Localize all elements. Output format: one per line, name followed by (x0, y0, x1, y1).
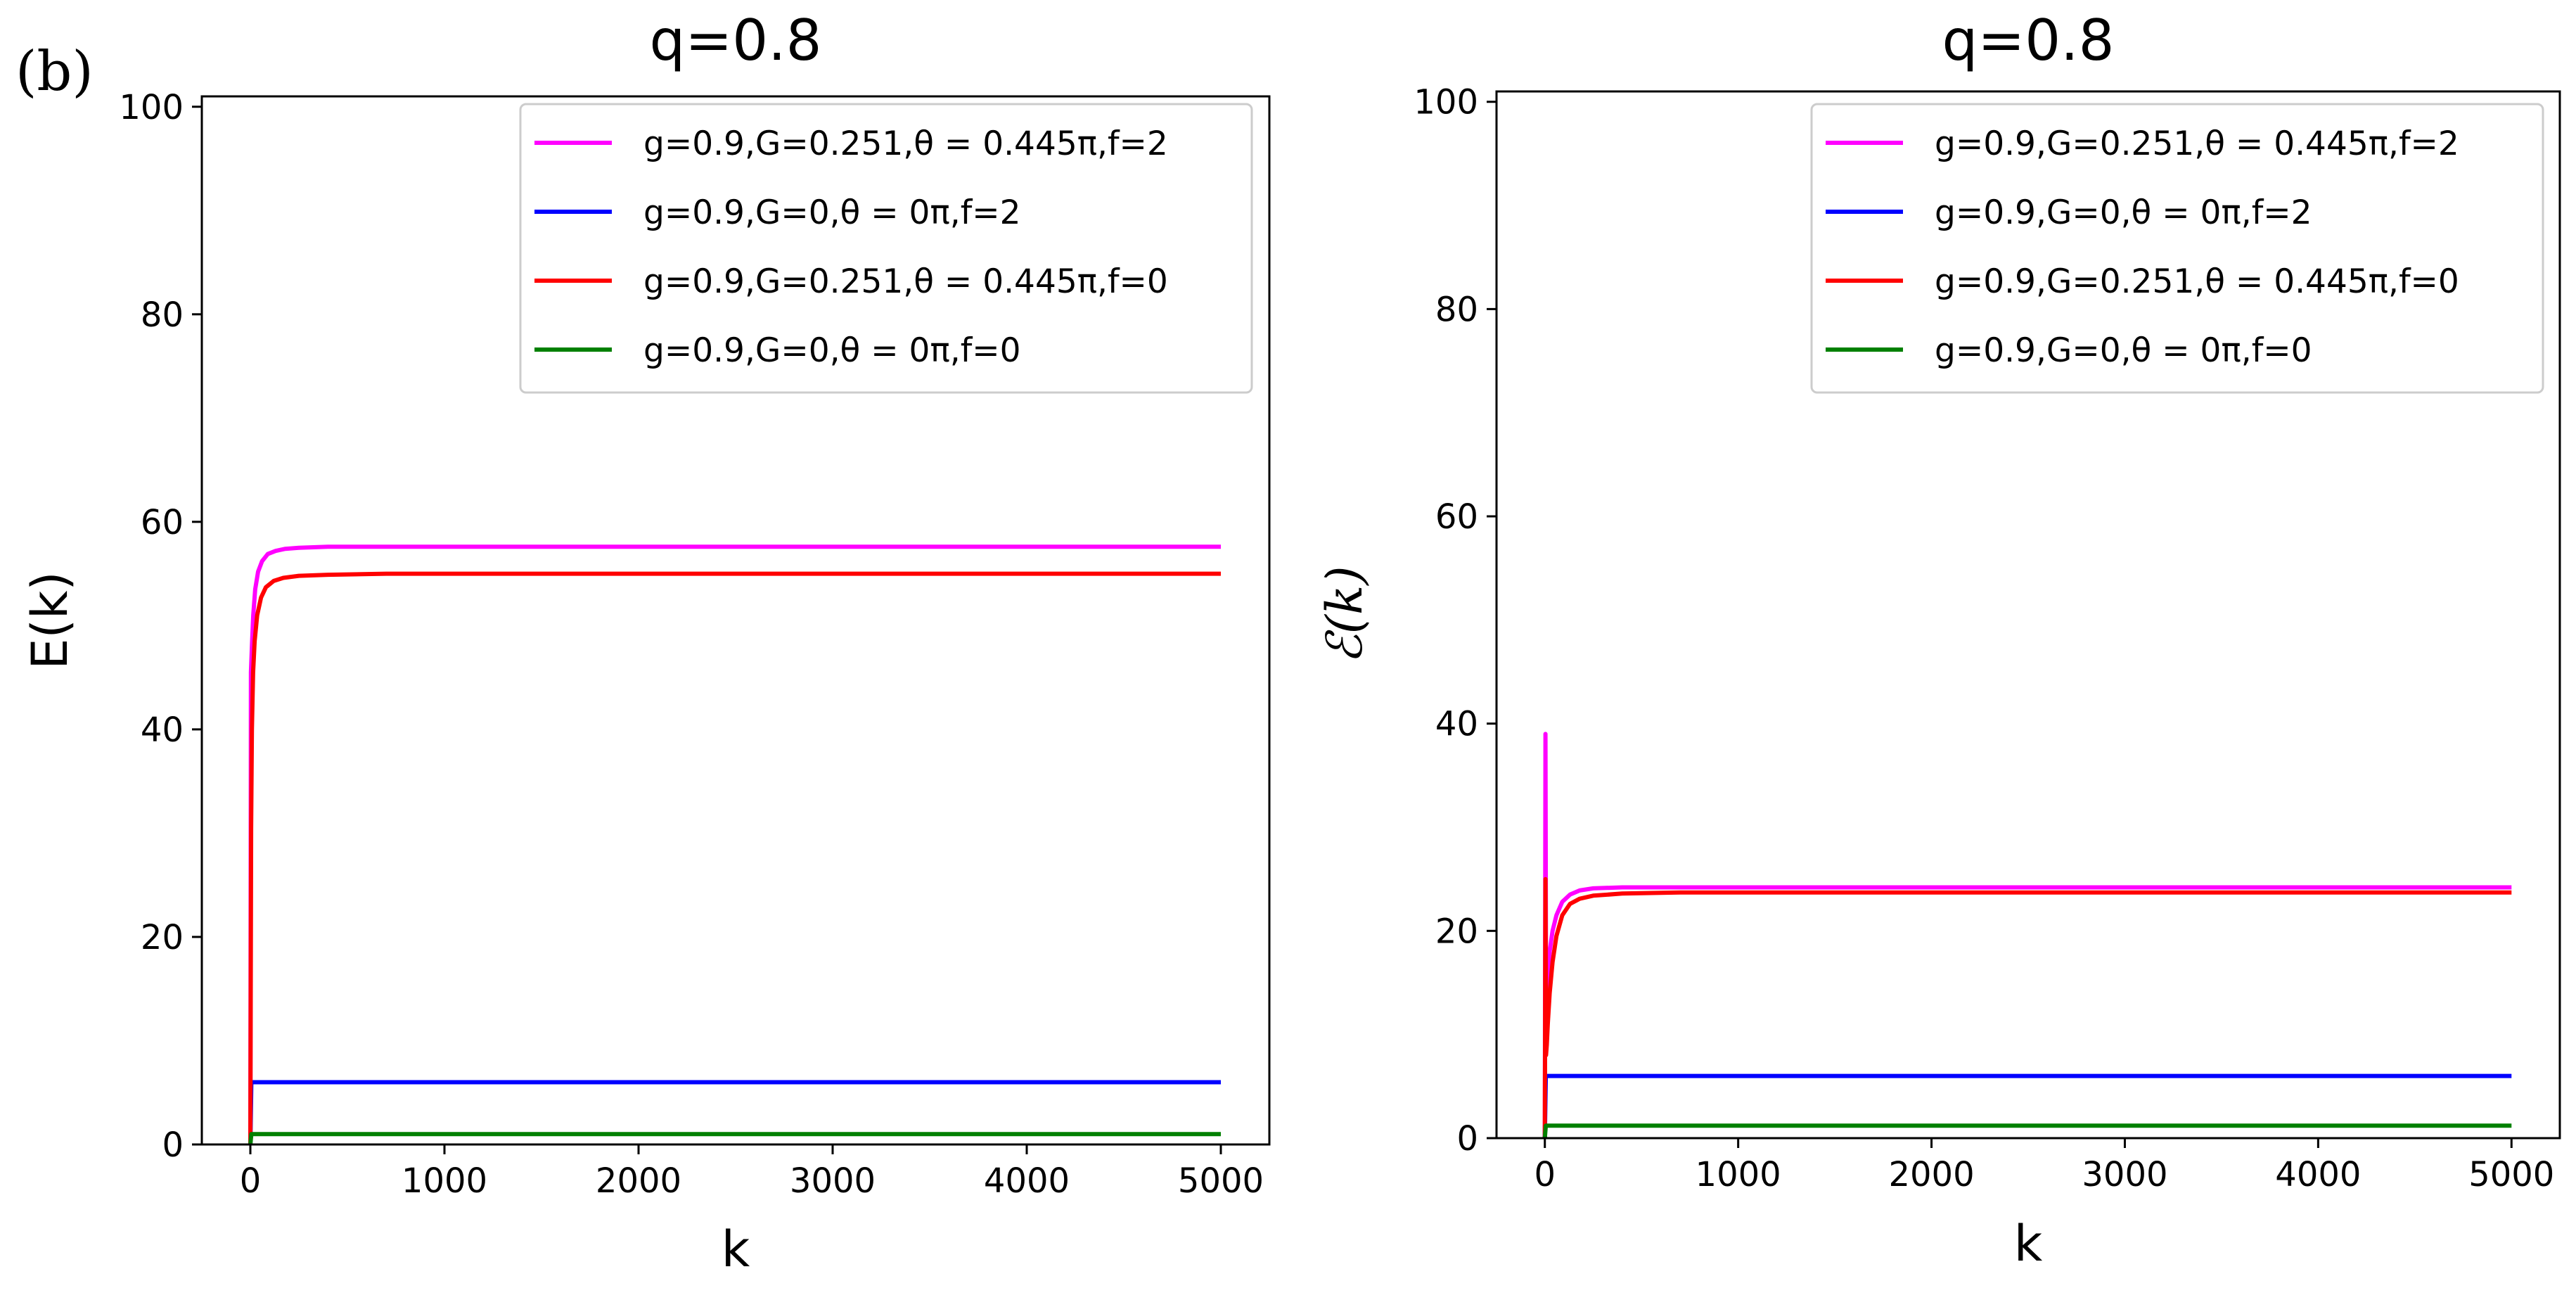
left-legend-label-3: g=0.9,G=0.251,θ = 0.445π,f=0 (643, 262, 1168, 301)
left-x-tick-label: 3000 (790, 1161, 876, 1201)
left-axes-frame (200, 95, 1271, 1146)
left-series-line-1 (248, 544, 1221, 1144)
left-y-tick-label: 80 (141, 295, 184, 335)
left-x-tick-label: 1000 (402, 1161, 487, 1201)
left-legend-label-1: g=0.9,G=0.251,θ = 0.445π,f=2 (643, 125, 1168, 163)
right-x-tick-label: 4000 (2275, 1155, 2361, 1194)
right-legend-label-4: g=0.9,G=0,θ = 0π,f=0 (1935, 331, 2312, 370)
left-x-tick-label: 0 (240, 1161, 262, 1201)
right-y-tick-label: 100 (1414, 83, 1478, 122)
right-x-tick-label: 1000 (1696, 1155, 1781, 1194)
left-series-line-4 (248, 1132, 1221, 1144)
right-chart-title: q=0.8 (1942, 8, 2114, 73)
right-x-axis-label: k (2014, 1215, 2043, 1272)
left-chart-title: q=0.8 (649, 8, 821, 73)
left-y-tick-label: 60 (141, 503, 184, 542)
left-x-tick-label: 2000 (596, 1161, 681, 1201)
right-axes-frame (1495, 90, 2561, 1140)
left-y-tick-label: 40 (141, 710, 184, 750)
left-y-axis-label: E(k) (21, 571, 79, 669)
right-series-line-4 (1542, 1123, 2512, 1138)
right-legend-label-1: g=0.9,G=0.251,θ = 0.445π,f=2 (1935, 125, 2459, 163)
left-x-tick-label: 5000 (1178, 1161, 1264, 1201)
chart-left: 0 1000 2000 3000 4000 5000 0 20 40 60 80 100 q=0.8 k E… (21, 8, 1271, 1278)
left-series-line-3 (248, 571, 1221, 1144)
left-legend-label-4: g=0.9,G=0,θ = 0π,f=0 (643, 331, 1021, 370)
left-x-axis-label: k (722, 1220, 750, 1278)
left-y-tick-label: 20 (141, 918, 184, 957)
right-x-tick-label: 5000 (2468, 1155, 2554, 1194)
right-x-tick-label: 3000 (2082, 1155, 2167, 1194)
right-series-group (1542, 732, 2512, 1138)
chart-right: 0 1000 2000 3000 4000 5000 0 20 40 60 80 100 q=0.8 k ℰ… (1316, 8, 2561, 1272)
left-series-group (248, 544, 1221, 1144)
right-y-tick-label: 20 (1435, 912, 1478, 951)
right-y-axis-label: ℰ(k) (1316, 566, 1373, 663)
right-x-tick-label: 0 (1534, 1155, 1556, 1194)
right-legend-label-3: g=0.9,G=0.251,θ = 0.445π,f=0 (1935, 262, 2459, 301)
left-legend-label-2: g=0.9,G=0,θ = 0π,f=2 (643, 193, 1021, 232)
right-legend-label-2: g=0.9,G=0,θ = 0π,f=2 (1935, 193, 2312, 232)
right-y-tick-label: 0 (1456, 1119, 1478, 1159)
left-y-tick-label: 100 (119, 88, 184, 127)
right-legend-box (1810, 103, 2544, 394)
left-y-tick-label: 0 (162, 1125, 184, 1165)
left-x-tick-label: 4000 (984, 1161, 1070, 1201)
left-legend-box (519, 103, 1253, 394)
right-y-tick-label: 80 (1435, 290, 1478, 329)
right-y-tick-label: 40 (1435, 705, 1478, 744)
right-y-tick-label: 60 (1435, 497, 1478, 537)
right-series-line-3 (1542, 876, 2512, 1138)
right-x-tick-label: 2000 (1888, 1155, 1974, 1194)
panel-tag: (b) (15, 40, 94, 103)
right-series-line-2 (1542, 1073, 2512, 1138)
